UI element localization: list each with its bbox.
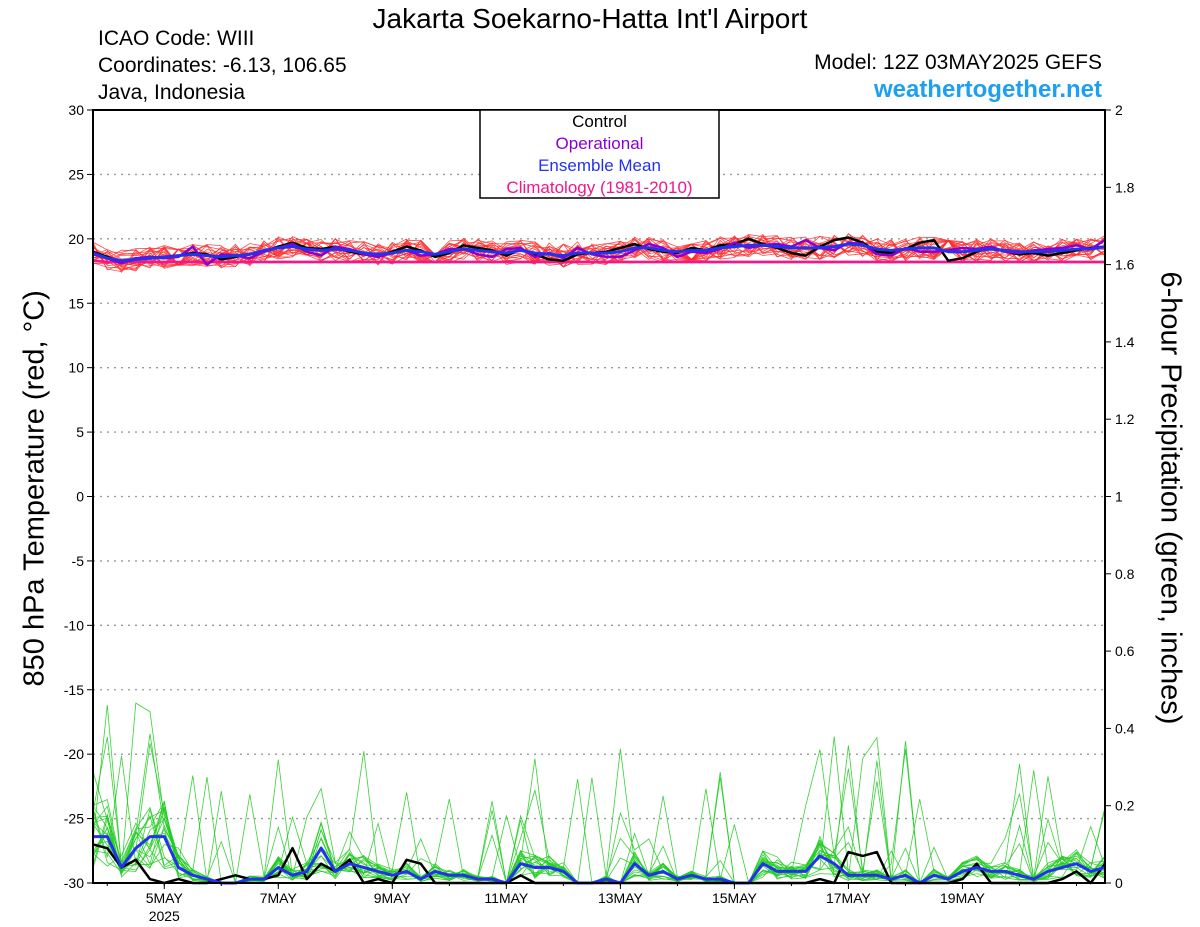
- y-tick-label: 15: [68, 295, 84, 311]
- precip-member-line: [92, 759, 1106, 884]
- y-tick-label: 30: [68, 102, 84, 118]
- x-tick-label: 7MAY: [260, 890, 298, 906]
- y-tick-label: 20: [68, 231, 84, 247]
- x-tick-label: 15MAY: [712, 890, 758, 906]
- x-tick-label: 19MAY: [940, 890, 986, 906]
- icao-code-label: ICAO Code: WIII: [98, 27, 255, 50]
- site-link[interactable]: weathertogether.net: [873, 76, 1102, 103]
- y-tick-label: 10: [68, 360, 84, 376]
- precip-ensemble-mean-line: [93, 835, 1106, 885]
- precip-member-line: [92, 736, 1106, 884]
- temp-member-line: [92, 235, 1106, 269]
- x-tick-label: 5MAY: [146, 890, 184, 906]
- y-right-tick-label: 1.4: [1115, 334, 1135, 350]
- y-tick-label: -10: [64, 617, 84, 633]
- y-tick-label: 5: [76, 424, 84, 440]
- temp-member-line: [92, 236, 1106, 268]
- x-tick-label: 13MAY: [598, 890, 644, 906]
- precip-member-line: [92, 736, 1106, 885]
- region-label: Java, Indonesia: [98, 81, 246, 104]
- precip-member-line: [92, 749, 1106, 884]
- y-right-tick-label: 0.6: [1115, 643, 1135, 659]
- precip-member-line: [92, 789, 1106, 884]
- y-tick-label: -25: [64, 811, 84, 827]
- temp-climatology-1981-2010-line: [92, 259, 1105, 264]
- coordinates-label: Coordinates: -6.13, 106.65: [98, 54, 347, 77]
- precip-member-line: [92, 736, 1106, 884]
- x-tick-label: 17MAY: [826, 890, 872, 906]
- legend-box: [479, 109, 720, 199]
- temp-ensemble-mean-line: [92, 242, 1106, 263]
- precip-member-line: [92, 755, 1106, 884]
- legend: Control Operational Ensemble Mean Climatolo…: [479, 109, 720, 199]
- temp-operational-line: [92, 238, 1106, 266]
- precip-member-line: [92, 748, 1106, 884]
- precip-member-line: [92, 799, 1106, 884]
- y-right-tick-label: 1.2: [1115, 411, 1135, 427]
- legend-entry: Operational: [556, 134, 644, 153]
- chart-title: Jakarta Soekarno-Hatta Int'l Airport: [372, 3, 808, 34]
- precip-member-line: [92, 733, 1106, 884]
- precip-member-line: [92, 781, 1106, 884]
- y-right-tick-label: 0: [1115, 875, 1123, 891]
- y-tick-label: -15: [64, 682, 84, 698]
- x-tick-label: 9MAY: [374, 890, 412, 906]
- y-tick-label: 25: [68, 166, 84, 182]
- y-right-tick-label: 0.8: [1115, 566, 1135, 582]
- temp-member-line: [92, 236, 1106, 268]
- precip-member-line: [92, 743, 1106, 884]
- y-right-tick-label: 2: [1115, 102, 1123, 118]
- precip-member-line: [92, 704, 1106, 884]
- x-tick-label: 11MAY: [484, 890, 528, 906]
- precip-member-line: [92, 794, 1106, 884]
- precip-member-line: [92, 745, 1106, 884]
- y-right-tick-label: 1.6: [1115, 257, 1135, 273]
- model-run-label: Model: 12Z 03MAY2025 GEFS: [814, 51, 1102, 74]
- y-right-tick-label: 0.2: [1115, 798, 1135, 814]
- legend-entry: Climatology (1981-2010): [506, 178, 692, 197]
- y-tick-label: -30: [64, 875, 84, 891]
- legend-entry: Ensemble Mean: [538, 156, 661, 175]
- temp-member-line: [92, 236, 1106, 269]
- y-tick-label: -5: [72, 553, 85, 569]
- y-tick-label: 0: [76, 489, 84, 505]
- legend-entry: Control: [572, 112, 627, 131]
- y-right-tick-label: 1: [1115, 489, 1123, 505]
- x-tick-sublabel: 2025: [149, 908, 180, 924]
- precip-members: [92, 702, 1106, 885]
- y-right-tick-label: 0.4: [1115, 720, 1135, 736]
- precip-member-line: [92, 702, 1106, 884]
- y-tick-label: -20: [64, 746, 84, 762]
- precip-member-line: [92, 791, 1106, 884]
- y-right-tick-label: 1.8: [1115, 179, 1135, 195]
